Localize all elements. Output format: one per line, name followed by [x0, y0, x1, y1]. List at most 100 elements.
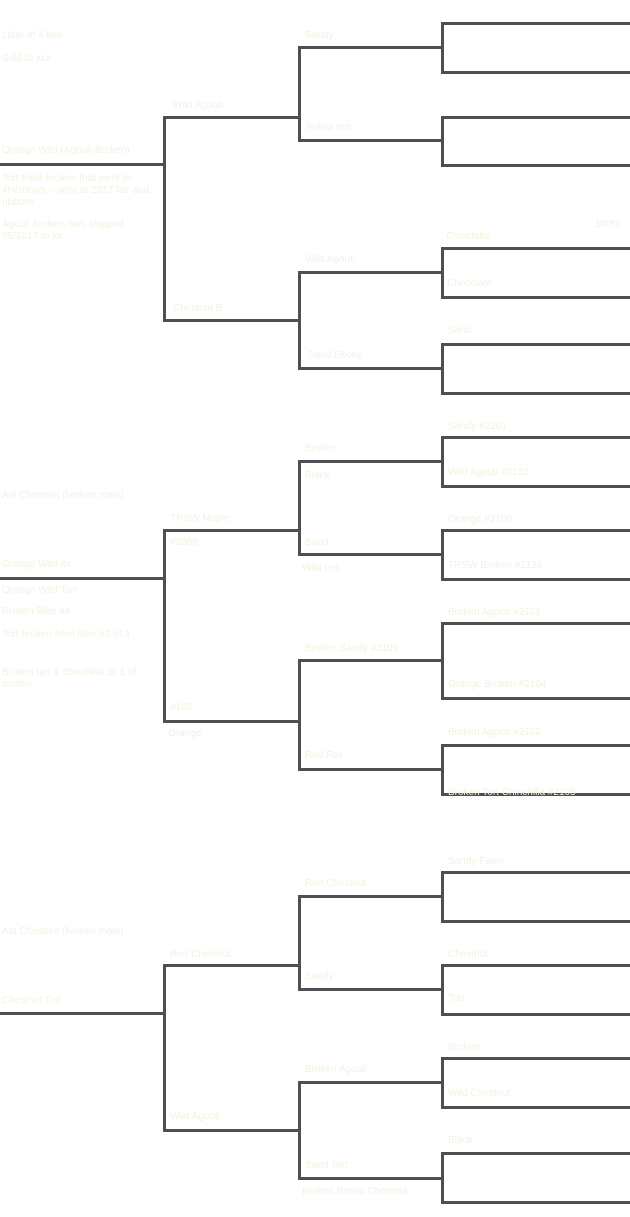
note: Sold to xxx [2, 53, 51, 64]
line [163, 529, 166, 723]
line [298, 460, 301, 556]
line [163, 720, 301, 723]
ancestor: Sandy Fawn [448, 856, 504, 867]
note: Agouti broken, tan, shipped 05/2017 to x… [2, 219, 124, 242]
ancestor-box-edge [441, 622, 444, 700]
line [298, 659, 444, 662]
ancestor-box-edge [441, 116, 444, 167]
ancestor: Broken Agouti #2101 [448, 607, 541, 618]
note: Ast Chestnut (broken male) [2, 490, 124, 501]
parent-dam: Chestnut B [173, 303, 223, 314]
line [163, 319, 301, 322]
grandparent: Sand [305, 537, 329, 548]
ancestor: Chestnut [448, 949, 489, 960]
grandparent: Red Chestnut [305, 878, 367, 889]
line [298, 895, 301, 991]
ancestor-box-edge [441, 116, 630, 119]
grandparent: Red Fox [305, 750, 343, 761]
grandparent: Broken [305, 443, 337, 454]
ancestor-box-edge [441, 793, 630, 796]
grandparent: Yellow tort [305, 122, 351, 133]
line [0, 1012, 166, 1015]
ancestor-box-edge [441, 871, 444, 923]
ancestor-box-edge [441, 697, 630, 700]
grandparent: Wild tort [302, 563, 339, 574]
note: Broken Blue x4 [2, 606, 70, 617]
ancestor-box-edge [441, 920, 630, 923]
ancestor-box-edge [441, 744, 444, 796]
ancestor: Chinchilla [446, 231, 490, 242]
ancestor-box-edge [441, 1057, 630, 1060]
line [0, 577, 166, 580]
grandparent: Wild Agouti [305, 254, 356, 265]
line [0, 163, 166, 166]
note: Tort triple broken that went to 4H/shows… [2, 173, 150, 208]
line [298, 1177, 444, 1180]
ancestor: Chocolate [447, 278, 493, 289]
parent-sire: TRSW Maple [170, 513, 230, 524]
ancestor-box-edge [441, 247, 630, 250]
line [163, 116, 301, 119]
note: Chestnut Tort [2, 995, 62, 1006]
line [298, 1081, 301, 1180]
ancestor-box-edge [441, 529, 630, 532]
ancestor-box-edge [441, 436, 630, 439]
ancestor: Orange Broken #2104 [448, 679, 547, 690]
ancestor: Sandy #2201 [448, 421, 507, 432]
grandparent: Broken Brown Chestnut [302, 1186, 408, 1197]
note: Broken tan & chinchilla 3x 1 of mother [2, 667, 137, 690]
grandparent: Broken Agouti [305, 1064, 368, 1075]
line [298, 1081, 444, 1084]
ancestor: Tort [448, 993, 465, 1004]
ancestor: Broken Agouti #2102 [448, 727, 541, 738]
line [163, 964, 166, 1132]
ancestor-box-edge [441, 164, 630, 167]
line [298, 367, 444, 370]
parent-dam-color: Orange [168, 728, 202, 739]
note: Litter of 4 kits [2, 30, 62, 41]
ancestor-box-edge [441, 22, 630, 25]
ancestor-box-edge [441, 392, 630, 395]
ancestor: 100% [595, 219, 621, 230]
ancestor-box-edge [441, 964, 630, 967]
parent-sire: Red Chestnut [170, 949, 232, 960]
line [163, 116, 166, 322]
ancestor-box-edge [441, 1106, 630, 1109]
ancestor: Sand [448, 325, 472, 336]
ancestor-box-edge [441, 343, 630, 346]
ancestor-box-edge [441, 964, 444, 1016]
line [298, 46, 301, 142]
line [298, 553, 444, 556]
line [298, 139, 444, 142]
parent-dam: Wild Agouti [170, 1111, 221, 1122]
ancestor-box-edge [441, 744, 630, 747]
note: Orange Wild (Agouti Broken) [2, 145, 130, 156]
grandparent: Sandy [305, 30, 334, 41]
grandparent: Sand Tort [305, 1160, 348, 1171]
ancestor-box-edge [441, 1057, 444, 1109]
ancestor-box-edge [441, 485, 630, 488]
line [298, 768, 444, 771]
ancestor-box-edge [441, 436, 444, 488]
parent-sire: Wild Agouti [173, 100, 224, 111]
note: Orange Wild Tort [2, 585, 77, 596]
ancestor: Wild Agouti #2102 [448, 467, 529, 478]
ancestor-box-edge [441, 622, 630, 625]
line [163, 529, 301, 532]
ancestor: TRSW Broken #2129 [448, 560, 543, 571]
grandparent: Broken Sandy #2109 [305, 643, 399, 654]
line [298, 271, 444, 274]
note: Orange Wild 4x [2, 559, 71, 570]
ancestor: Black [448, 1135, 473, 1146]
line [163, 964, 301, 967]
line [163, 1129, 301, 1132]
grandparent: Black [305, 470, 330, 481]
ancestor-box-edge [441, 343, 444, 395]
ancestor-box-edge [441, 529, 444, 581]
line [298, 271, 301, 370]
ancestor-box-edge [441, 871, 630, 874]
ancestor-box-edge [441, 1152, 630, 1155]
ancestor: Wild Chestnut [448, 1088, 511, 1099]
parent-sire-id: #2688 [170, 537, 198, 548]
line [298, 46, 444, 49]
